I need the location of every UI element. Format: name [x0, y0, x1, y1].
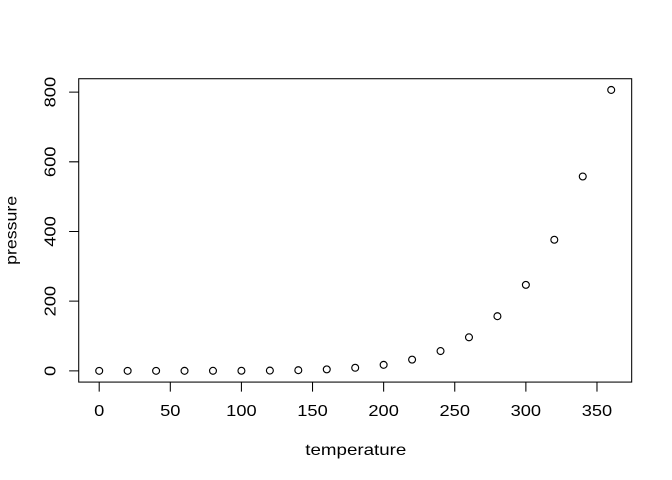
svg-text:100: 100 [226, 403, 257, 420]
svg-text:600: 600 [43, 146, 60, 177]
svg-text:200: 200 [368, 403, 399, 420]
svg-text:temperature: temperature [305, 442, 406, 459]
svg-text:0: 0 [94, 403, 104, 420]
svg-text:300: 300 [511, 403, 542, 420]
svg-text:pressure: pressure [3, 196, 20, 265]
svg-text:150: 150 [297, 403, 328, 420]
svg-text:400: 400 [43, 216, 60, 247]
svg-text:0: 0 [43, 366, 60, 376]
svg-text:250: 250 [440, 403, 471, 420]
svg-text:50: 50 [160, 403, 181, 420]
svg-text:200: 200 [43, 286, 60, 317]
svg-text:350: 350 [582, 403, 613, 420]
svg-text:800: 800 [43, 77, 60, 108]
